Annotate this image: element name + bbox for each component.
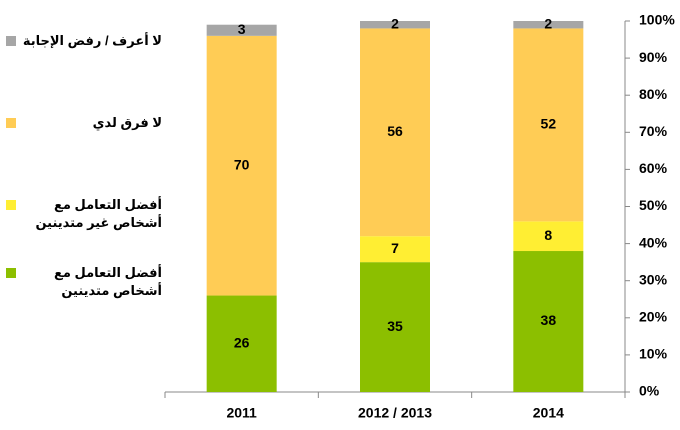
data-label: 35 xyxy=(387,318,403,334)
bar-segment xyxy=(206,24,277,36)
data-label: 7 xyxy=(391,240,399,256)
y-tick-label: 40% xyxy=(639,234,668,250)
bar-segment xyxy=(360,28,430,237)
y-tick-label: 10% xyxy=(639,346,668,362)
legend-label: أفضل التعامل مع أشخاص متدينين xyxy=(53,265,162,298)
y-tick-label: 30% xyxy=(639,271,668,287)
bar-segment xyxy=(513,221,584,252)
legend-swatch xyxy=(6,36,16,46)
x-tick-label: 2011 xyxy=(226,405,257,421)
bar-segment xyxy=(206,295,277,392)
data-label: 2 xyxy=(544,15,552,31)
legend-label: لا أعرف / رفض الإجابة xyxy=(22,33,162,48)
x-tick-label: 2012 / 2013 xyxy=(358,405,432,421)
legend-label: أفضل التعامل مع أشخاص غير متدينين xyxy=(35,197,162,230)
data-label: 70 xyxy=(234,156,250,172)
bar-segment xyxy=(206,35,277,296)
legend-item: لا فرق لدي xyxy=(6,114,166,132)
legend-swatch xyxy=(6,268,16,278)
legend-swatch xyxy=(6,200,16,210)
bar-segment xyxy=(513,251,584,392)
bar-segment xyxy=(360,21,430,29)
bar-segment xyxy=(513,21,584,29)
y-tick-label: 20% xyxy=(639,309,668,325)
y-tick-label: 100% xyxy=(639,12,675,28)
data-label: 38 xyxy=(541,312,557,328)
data-label: 52 xyxy=(541,116,557,132)
bar-segment xyxy=(360,236,430,263)
legend-item: لا أعرف / رفض الإجابة xyxy=(6,32,166,50)
data-label: 8 xyxy=(544,227,552,243)
y-tick-label: 50% xyxy=(639,197,668,213)
data-label: 3 xyxy=(238,21,246,37)
y-tick-label: 0% xyxy=(639,383,660,399)
data-label: 2 xyxy=(391,15,399,31)
legend-item: أفضل التعامل مع أشخاص غير متدينين xyxy=(6,196,166,232)
y-tick-label: 90% xyxy=(639,49,668,65)
y-tick-label: 60% xyxy=(639,160,668,176)
legend-swatch xyxy=(6,118,16,128)
bar-segment xyxy=(360,262,430,392)
legend-item: أفضل التعامل مع أشخاص متدينين xyxy=(6,264,166,300)
y-tick-label: 70% xyxy=(639,123,668,139)
data-label: 56 xyxy=(387,123,403,139)
bar-segment xyxy=(513,28,584,222)
legend-label: لا فرق لدي xyxy=(92,115,162,130)
data-label: 26 xyxy=(234,334,250,350)
y-tick-label: 80% xyxy=(639,86,668,102)
x-tick-label: 2014 xyxy=(533,405,564,421)
